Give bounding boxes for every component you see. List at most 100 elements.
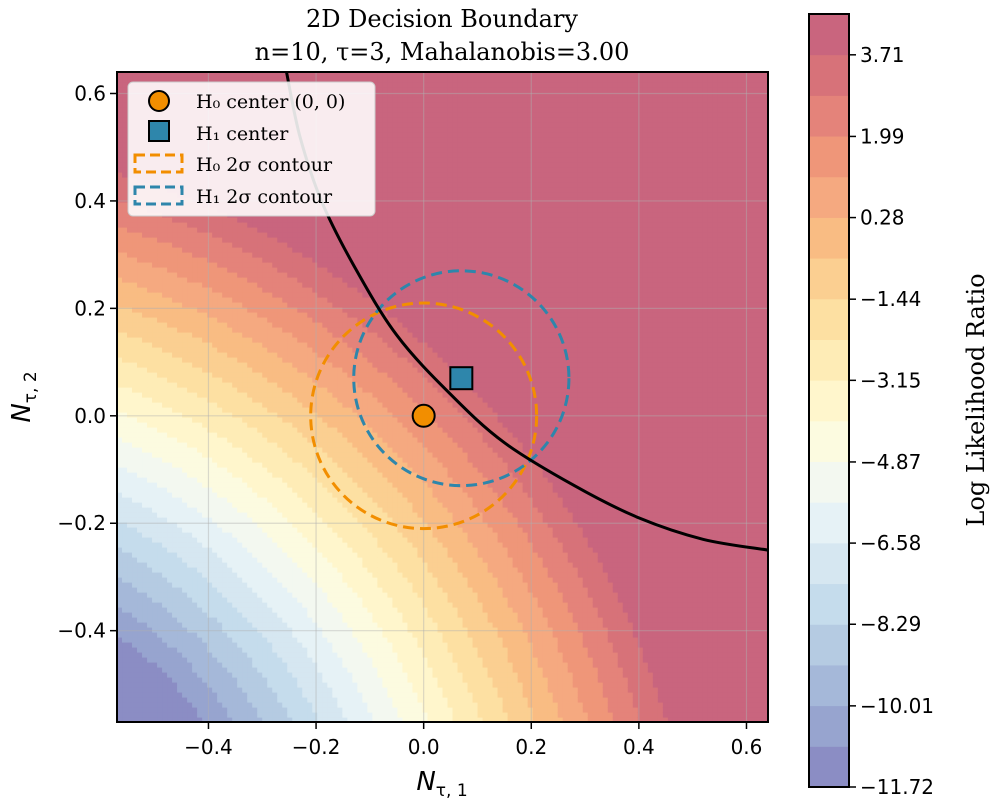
llr-band-cell: [282, 657, 288, 663]
llr-band-cell: [122, 112, 128, 118]
llr-band-cell: [202, 422, 208, 428]
llr-band-cell: [192, 217, 198, 223]
llr-band-cell: [142, 597, 148, 603]
llr-band-cell: [207, 502, 213, 508]
llr-band-cell: [297, 497, 303, 503]
llr-band-cell: [242, 352, 248, 358]
llr-band-cell: [172, 577, 178, 583]
llr-band-cell: [262, 697, 268, 703]
llr-band-cell: [232, 442, 238, 448]
llr-band-cell: [192, 607, 198, 613]
llr-band-cell: [177, 647, 183, 653]
llr-band-cell: [227, 447, 233, 453]
llr-band-cell: [242, 472, 248, 478]
llr-band-cell: [172, 587, 178, 593]
llr-band-cell: [292, 77, 298, 83]
llr-band-cell: [167, 367, 173, 373]
llr-band-cell: [127, 627, 133, 633]
llr-band-cell: [117, 697, 123, 703]
llr-band-cell: [287, 682, 293, 688]
llr-band-cell: [197, 382, 203, 388]
llr-band-cell: [232, 527, 238, 533]
llr-band-cell: [197, 532, 203, 538]
llr-band-cell: [257, 542, 263, 548]
llr-band-cell: [207, 577, 213, 583]
llr-band-cell: [127, 537, 133, 543]
llr-band-cell: [307, 682, 313, 688]
llr-band-cell: [232, 282, 238, 288]
llr-band-cell: [152, 667, 158, 673]
llr-band-cell: [117, 662, 123, 668]
llr-band-cell: [257, 622, 263, 628]
llr-band-cell: [302, 712, 308, 718]
llr-band-cell: [232, 387, 238, 393]
llr-band-cell: [217, 297, 223, 303]
llr-band-cell: [267, 432, 273, 438]
llr-band-cell: [167, 532, 173, 538]
llr-band-cell: [152, 517, 158, 523]
llr-band-cell: [202, 77, 208, 83]
llr-band-cell: [152, 697, 158, 703]
llr-band-cell: [177, 682, 183, 688]
llr-band-cell: [302, 537, 308, 543]
llr-band-cell: [247, 527, 253, 533]
llr-band-cell: [152, 322, 158, 328]
llr-band-cell: [247, 387, 253, 393]
llr-band-cell: [137, 217, 143, 223]
llr-band-cell: [202, 582, 208, 588]
llr-band-cell: [122, 582, 128, 588]
llr-band-cell: [182, 482, 188, 488]
llr-band-cell: [282, 227, 288, 233]
llr-band-cell: [127, 302, 133, 308]
llr-band-cell: [272, 312, 278, 318]
llr-band-cell: [247, 537, 253, 543]
llr-band-cell: [252, 657, 258, 663]
llr-band-cell: [162, 307, 168, 313]
llr-band-cell: [122, 137, 128, 143]
llr-band-cell: [172, 252, 178, 258]
llr-band-cell: [222, 232, 228, 238]
llr-band-cell: [247, 407, 253, 413]
llr-band-cell: [117, 472, 123, 478]
llr-band-cell: [172, 707, 178, 713]
llr-band-cell: [207, 277, 213, 283]
llr-band-cell: [242, 327, 248, 333]
llr-band-cell: [232, 77, 238, 83]
llr-band-cell: [257, 382, 263, 388]
llr-band-cell: [197, 562, 203, 568]
llr-band-cell: [152, 227, 158, 233]
llr-band-cell: [302, 707, 308, 713]
llr-band-cell: [252, 387, 258, 393]
llr-band-cell: [162, 352, 168, 358]
llr-band-cell: [227, 347, 233, 353]
llr-band-cell: [302, 482, 308, 488]
llr-band-cell: [227, 277, 233, 283]
llr-band-cell: [212, 597, 218, 603]
llr-band-cell: [167, 487, 173, 493]
llr-band-cell: [192, 452, 198, 458]
llr-band-cell: [307, 457, 313, 463]
llr-band-cell: [197, 557, 203, 563]
llr-band-cell: [212, 547, 218, 553]
llr-band-cell: [152, 662, 158, 668]
llr-band-cell: [157, 342, 163, 348]
llr-band-cell: [247, 552, 253, 558]
llr-band-cell: [247, 422, 253, 428]
llr-band-cell: [222, 407, 228, 413]
llr-band-cell: [202, 242, 208, 248]
llr-band-cell: [197, 222, 203, 228]
llr-band-cell: [182, 507, 188, 513]
llr-band-cell: [177, 282, 183, 288]
llr-band-cell: [232, 517, 238, 523]
llr-band-cell: [197, 482, 203, 488]
llr-band-cell: [142, 337, 148, 343]
llr-band-cell: [122, 247, 128, 253]
llr-band-cell: [147, 472, 153, 478]
llr-band-cell: [207, 357, 213, 363]
llr-band-cell: [222, 702, 228, 708]
llr-band-cell: [187, 217, 193, 223]
llr-band-cell: [262, 527, 268, 533]
llr-band-cell: [182, 712, 188, 718]
llr-band-cell: [257, 287, 263, 293]
llr-band-cell: [217, 562, 223, 568]
